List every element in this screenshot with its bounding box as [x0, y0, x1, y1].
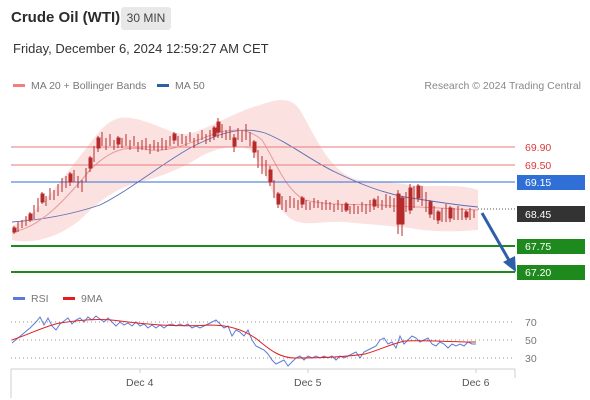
level-label-s2: 67.20: [525, 267, 551, 279]
ma20-swatch: [13, 83, 25, 87]
level-label-s1: 67.75: [525, 241, 551, 253]
rsi-ma-line: [11, 319, 477, 359]
ma50-line: [11, 129, 479, 223]
rsi-axis-70: 70: [525, 317, 537, 329]
x-label-dec6: Dec 6: [462, 377, 490, 389]
level-label-r1: 69.50: [525, 160, 551, 172]
copyright-text: Research © 2024 Trading Central: [424, 80, 581, 92]
rsi-axis-30: 30: [525, 353, 537, 365]
level-label-current: 68.45: [525, 209, 551, 221]
forecast-arrow: [480, 212, 516, 272]
legend-label-ma50: MA 50: [175, 80, 205, 92]
level-label-pivot: 69.15: [525, 177, 551, 189]
current-price-label-box: [517, 206, 585, 222]
rsi-legend-label: RSI: [31, 293, 49, 305]
rsi-ma-legend-label: 9MA: [81, 293, 103, 305]
s2-label-box: [517, 265, 585, 280]
pivot-label-box: [517, 175, 585, 190]
s1-label-box: [517, 239, 585, 254]
legend-label-ma20: MA 20 + Bollinger Bands: [31, 80, 147, 92]
timestamp: Friday, December 6, 2024 12:59:27 AM CET: [13, 41, 269, 56]
candlesticks: [12, 118, 475, 236]
bollinger-band: [12, 100, 478, 242]
rsi-swatch: [13, 297, 25, 300]
rsi-axis-50: 50: [525, 335, 537, 347]
level-label-r2: 69.90: [525, 142, 551, 154]
rsi-ma-swatch: [63, 297, 75, 300]
legend-ma20-bollinger: MA 20 + Bollinger Bands: [13, 80, 146, 92]
interval-selector[interactable]: 30 MIN: [121, 7, 171, 30]
ma50-swatch: [157, 83, 169, 87]
instrument-title: Crude Oil (WTI): [11, 9, 121, 26]
x-label-dec5: Dec 5: [294, 377, 322, 389]
chart-header: Crude Oil (WTI) 30 MIN: [0, 0, 590, 36]
legend-ma50: MA 50: [157, 80, 205, 92]
x-label-dec4: Dec 4: [126, 377, 154, 389]
rsi-line: [11, 315, 476, 367]
